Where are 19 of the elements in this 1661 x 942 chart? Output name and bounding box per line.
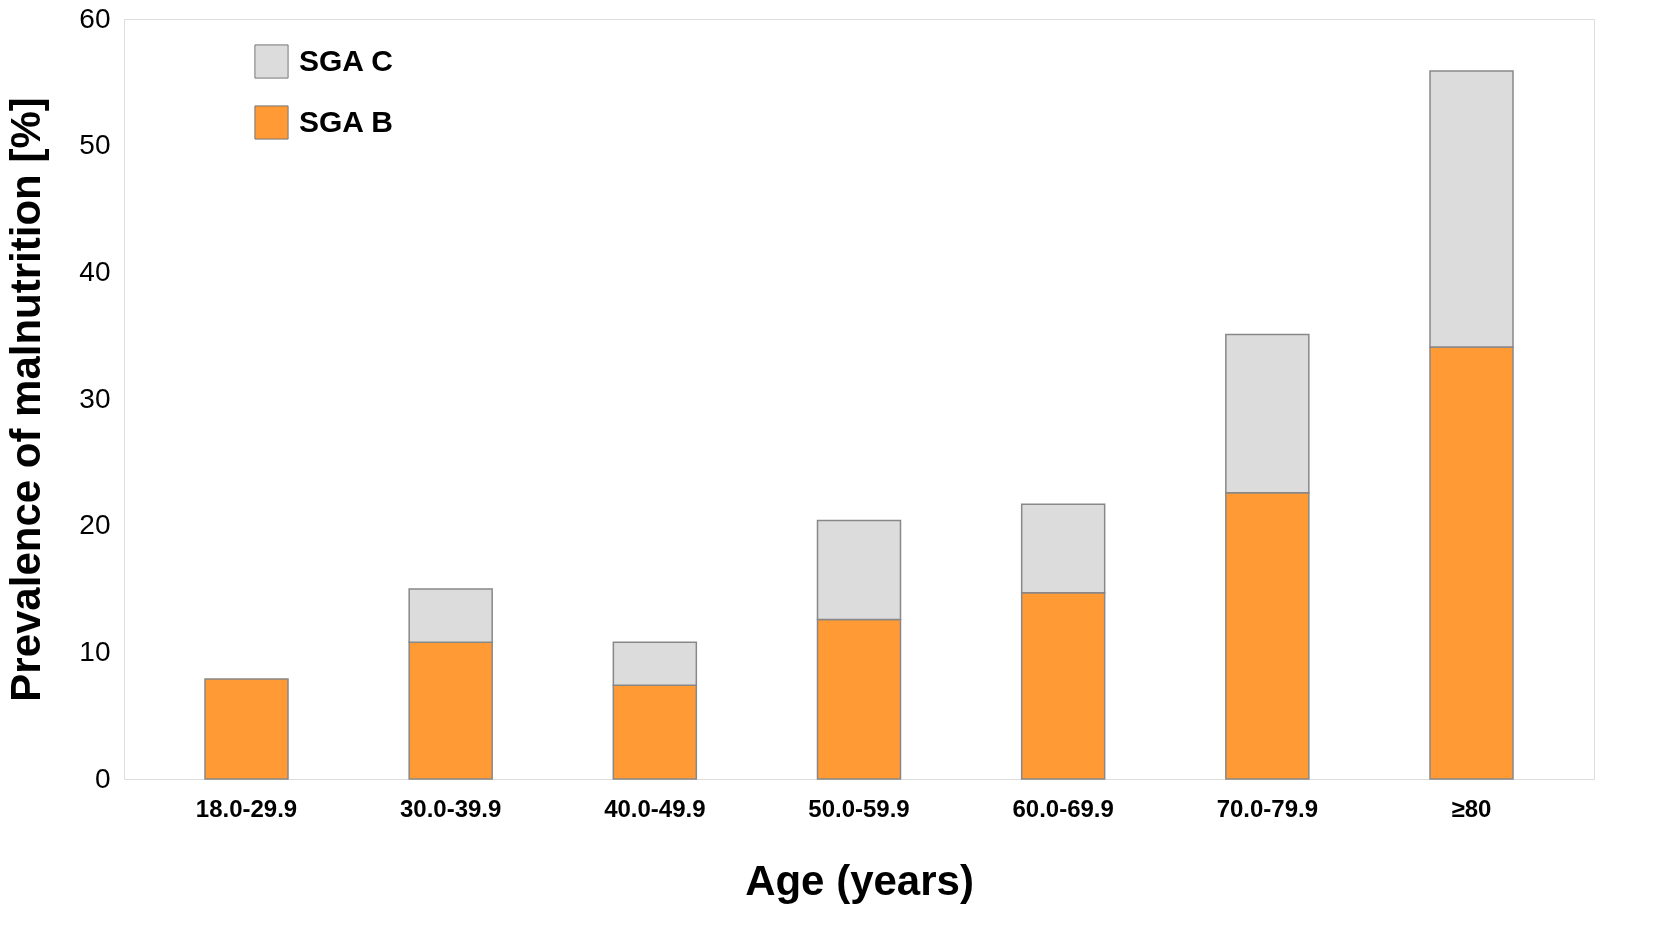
y-tick-label: 40	[79, 255, 111, 287]
x-tick-label: 30.0-39.9	[399, 794, 502, 822]
y-tick-label: 10	[79, 635, 111, 667]
x-tick-label: 18.0-29.9	[195, 794, 298, 822]
legend-label: SGA C	[299, 43, 393, 77]
y-tick-label: 0	[94, 762, 111, 794]
x-tick-label: 50.0-59.9	[808, 794, 910, 822]
y-tick-label: 20	[79, 509, 111, 541]
x-tick-label: 40.0-49.9	[604, 794, 706, 822]
y-tick-label: 30	[79, 382, 111, 414]
x-tick-label: ≥80	[1451, 794, 1492, 822]
y-tick-label: 50	[79, 129, 111, 161]
legend-label: SGA B	[299, 104, 393, 138]
x-tick-label: 60.0-69.9	[1012, 794, 1114, 822]
y-axis-title: Prevalence of malnutrition [%]	[2, 97, 50, 702]
y-tick-label: 60	[79, 2, 111, 34]
x-axis-title: Age (years)	[745, 856, 974, 904]
x-tick-label: 70.0-79.9	[1216, 794, 1319, 822]
bar	[204, 678, 289, 780]
